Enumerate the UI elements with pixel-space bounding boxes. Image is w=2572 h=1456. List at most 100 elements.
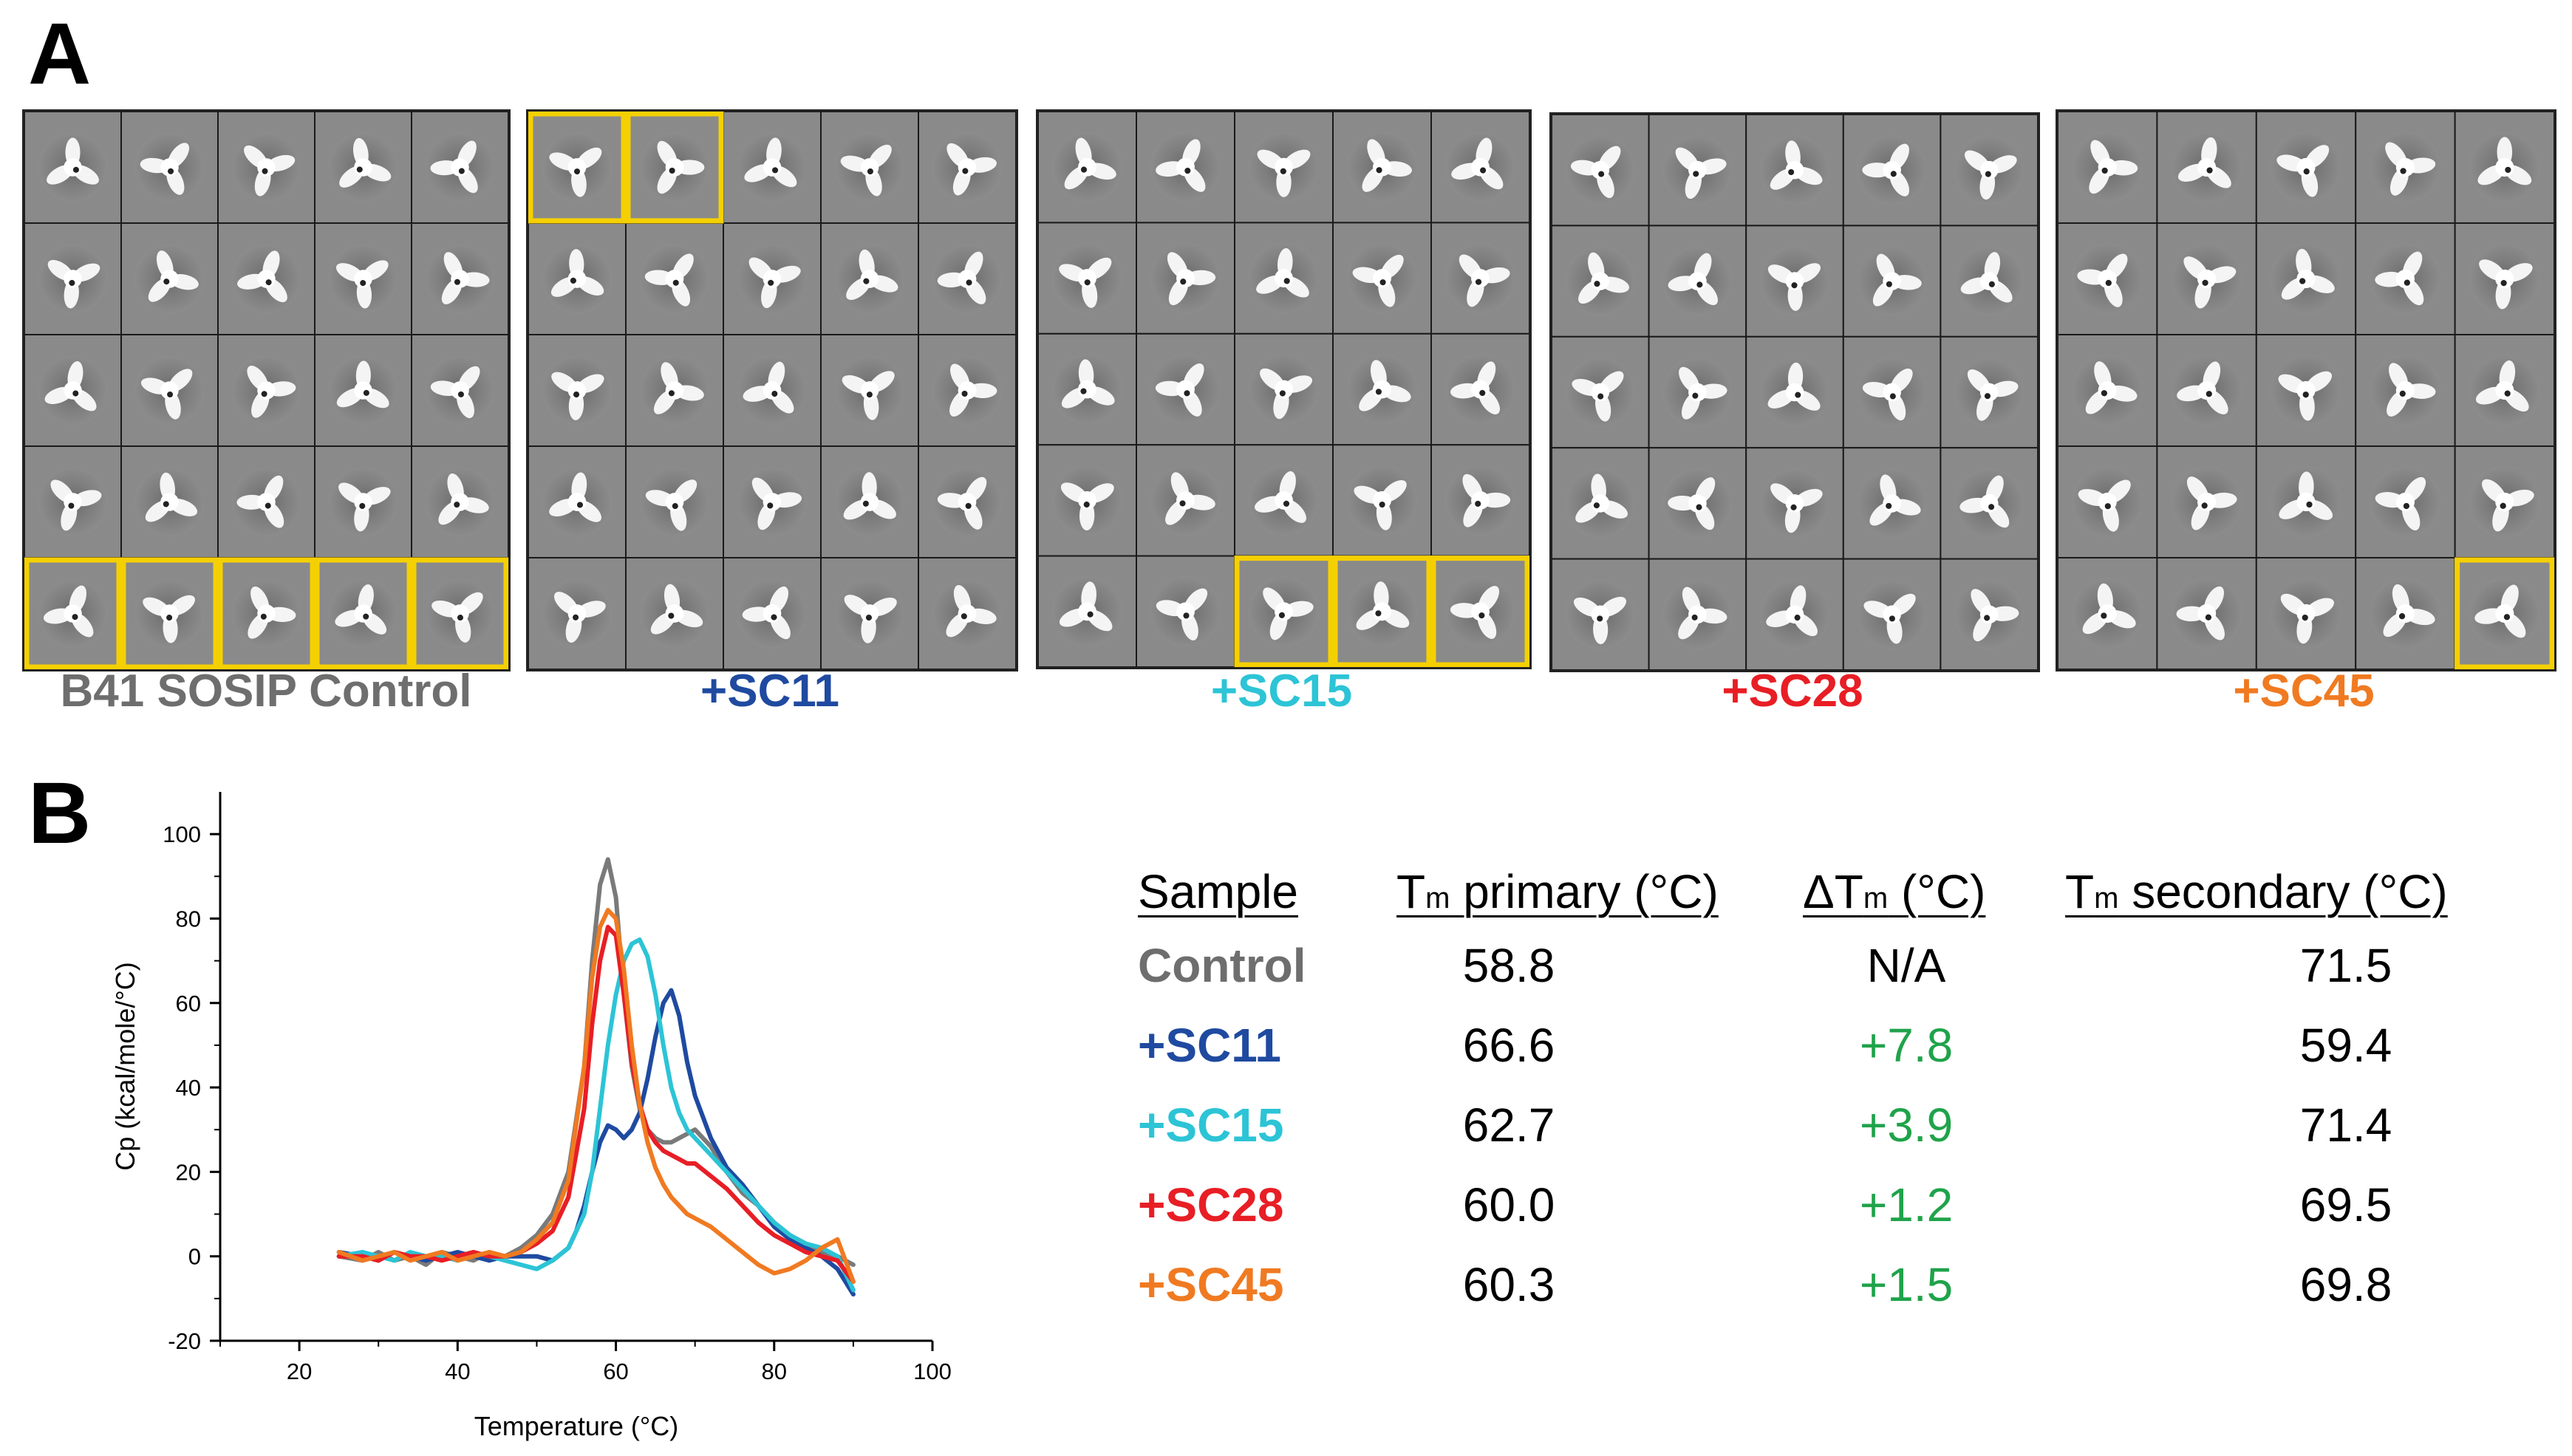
class-average-cell	[1648, 335, 1747, 449]
class-average-cell	[1648, 115, 1747, 227]
class-average-cell	[314, 112, 412, 224]
table-cell-dtm: N/A	[1866, 939, 1946, 992]
class-average-cell	[820, 445, 919, 558]
micrograph-grid-sc28	[1549, 112, 2040, 672]
class-average-cell	[1430, 555, 1529, 667]
class-average-cell	[2255, 334, 2357, 447]
table-row-sample: Control	[1138, 939, 1306, 992]
class-average-cell	[2454, 334, 2554, 447]
header-tm-primary: Tm primary (°C)	[1396, 865, 1719, 918]
class-average-cell	[723, 445, 822, 558]
class-average-cell	[1038, 444, 1137, 557]
y-tick-label: -20	[168, 1328, 201, 1354]
class-average-cell	[2058, 445, 2158, 558]
highlight-box	[24, 557, 122, 669]
x-axis-label: Temperature (°C)	[474, 1411, 678, 1441]
table-cell-tm-secondary: 59.4	[2299, 1019, 2392, 1072]
class-average-cell	[2454, 112, 2554, 224]
class-average-cell	[314, 334, 412, 447]
class-average-cell	[314, 445, 412, 558]
micrograph-grid-sc15	[1036, 109, 1532, 669]
class-average-cell	[625, 445, 724, 558]
x-tick-label: 20	[287, 1358, 312, 1384]
class-average-cell	[2355, 557, 2456, 669]
class-average-cell	[2355, 112, 2456, 224]
class-average-cell	[1136, 222, 1235, 335]
class-average-cell	[1648, 558, 1747, 670]
table-row-sample: +SC45	[1138, 1258, 1284, 1311]
class-average-cell	[1136, 444, 1235, 557]
class-average-cell	[1552, 558, 1650, 670]
class-average-cell	[723, 222, 822, 335]
class-average-cell	[528, 557, 627, 669]
class-average-cell	[2156, 222, 2257, 335]
class-average-cell	[2058, 557, 2158, 669]
table-cell-dtm: +7.8	[1859, 1019, 1954, 1072]
class-average-cell	[2255, 557, 2357, 669]
highlight-box	[120, 557, 219, 669]
class-average-cell	[2355, 222, 2456, 335]
class-average-cell	[1136, 555, 1235, 667]
class-average-cell	[918, 112, 1016, 224]
class-average-cell	[120, 557, 219, 669]
grid-label-sc28: +SC28	[1722, 666, 1863, 717]
class-average-cell	[1038, 555, 1137, 667]
class-average-cell	[1940, 558, 2038, 670]
table-cell-tm-primary: 66.6	[1462, 1019, 1555, 1072]
class-average-cell	[1430, 444, 1529, 557]
series-line-sc45	[336, 908, 856, 1284]
class-average-cell	[1332, 222, 1432, 335]
grid-label-sc45: +SC45	[2233, 666, 2375, 717]
y-tick-label: 0	[188, 1244, 201, 1270]
class-average-cell	[1234, 222, 1334, 335]
class-average-cell	[2058, 334, 2158, 447]
class-average-cell	[1332, 112, 1432, 224]
class-average-cell	[1552, 115, 1650, 227]
y-tick-label: 100	[163, 821, 201, 847]
micrograph-grid-control	[22, 109, 511, 671]
class-average-cell	[24, 222, 122, 335]
highlight-box	[1234, 556, 1334, 667]
class-average-cell	[2156, 557, 2257, 669]
class-average-cell	[411, 112, 508, 224]
panel-b-letter: B	[28, 765, 92, 862]
class-average-cell	[2058, 222, 2158, 335]
table-cell-tm-primary: 60.3	[1462, 1258, 1555, 1311]
table-cell-tm-secondary: 69.8	[2299, 1258, 2392, 1311]
class-average-cell	[1430, 112, 1529, 224]
table-cell-tm-primary: 62.7	[1462, 1098, 1555, 1152]
class-average-cell	[1745, 335, 1844, 449]
class-average-cell	[1552, 335, 1650, 449]
panel-a-letter: A	[28, 5, 92, 103]
class-average-cell	[1234, 444, 1334, 557]
class-average-cell	[1940, 335, 2038, 449]
class-average-cell	[411, 222, 508, 335]
class-average-cell	[1430, 332, 1529, 446]
highlight-box	[528, 112, 627, 224]
x-tick-label: 60	[603, 1358, 628, 1384]
highlight-box	[411, 557, 508, 669]
class-average-cell	[314, 222, 412, 335]
class-average-cell	[217, 557, 315, 669]
class-average-cell	[1234, 332, 1334, 446]
class-average-cell	[625, 112, 724, 224]
table-cell-tm-secondary: 71.5	[2299, 939, 2392, 992]
dsc-thermogram-chart: -20 0 20 40 60 80 100 20 40 60 80 100 Temperature (°…	[110, 792, 952, 1441]
class-average-cell	[820, 557, 919, 669]
class-average-cell	[528, 112, 627, 224]
header-sample: Sample	[1138, 865, 1298, 918]
class-average-cell	[120, 222, 219, 335]
class-average-cell	[820, 334, 919, 447]
grid-label-sc15: +SC15	[1210, 666, 1353, 717]
class-average-cell	[1842, 225, 1942, 338]
y-tick-label: 40	[176, 1075, 201, 1101]
class-average-cell	[120, 112, 219, 224]
class-average-cell	[1234, 112, 1334, 224]
class-average-cell	[1038, 112, 1137, 224]
class-average-cell	[1332, 332, 1432, 446]
header-tm-secondary: Tm secondary (°C)	[2065, 865, 2448, 918]
class-average-cell	[120, 334, 219, 447]
table-cell-dtm: +1.2	[1859, 1178, 1954, 1231]
class-average-cell	[411, 334, 508, 447]
table-cell-tm-secondary: 71.4	[2299, 1098, 2392, 1152]
